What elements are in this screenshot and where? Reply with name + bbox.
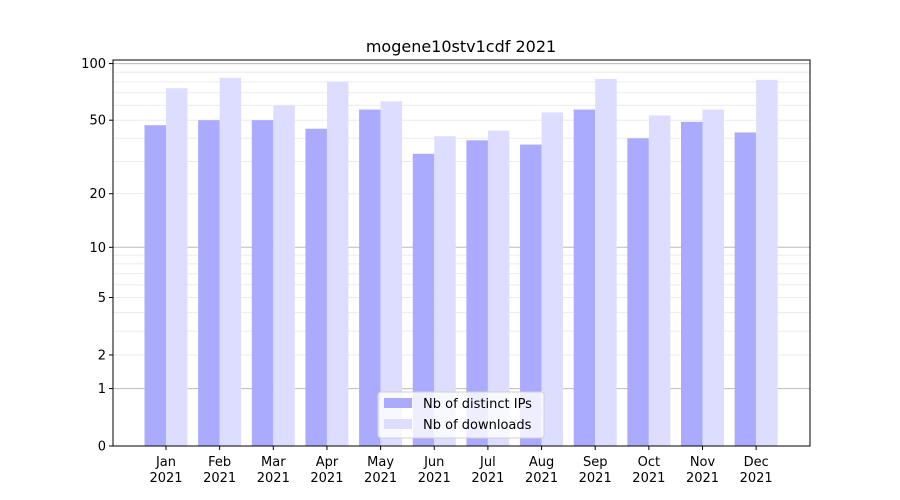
x-tick-label-line: 2021 (310, 471, 343, 486)
x-tick-label-line: Sep (583, 455, 608, 470)
x-tick-label: Sep 2021 (579, 455, 612, 486)
x-tick-label-line: 2021 (740, 471, 773, 486)
x-tick-label: Feb 2021 (203, 455, 236, 486)
y-tick-label: 50 (89, 114, 106, 129)
bar-distinct-ips (144, 125, 166, 446)
bar-distinct-ips (627, 138, 649, 447)
x-tick-label-line: 2021 (203, 471, 236, 486)
x-tick-label-line: 2021 (257, 471, 290, 486)
bar-downloads (273, 105, 295, 446)
bar-downloads (219, 77, 242, 446)
x-tick-label: Dec 2021 (740, 455, 773, 486)
bar-distinct-ips (359, 109, 381, 447)
bar-downloads (434, 136, 456, 446)
y-tick-label: 100 (81, 57, 106, 72)
bar-downloads (595, 78, 617, 447)
x-tick-label: Jan 2021 (149, 455, 182, 486)
bar-distinct-ips (681, 121, 703, 447)
x-tick-label-line: 2021 (364, 471, 397, 486)
bar-downloads (541, 112, 564, 446)
bar-distinct-ips (251, 120, 274, 446)
x-tick-label-line: 2021 (686, 471, 719, 486)
bar-downloads (756, 79, 778, 446)
bar-downloads (487, 130, 510, 446)
bar-distinct-ips (198, 120, 220, 446)
legend-label: Nb of distinct IPs (423, 397, 532, 412)
y-tick-label: 2 (98, 348, 106, 363)
y-tick-label: 20 (89, 187, 106, 202)
x-tick-label: Aug 2021 (525, 455, 558, 486)
legend-swatch (384, 398, 412, 408)
x-tick-label: Jun 2021 (418, 455, 451, 486)
x-tick-label: Jul 2021 (471, 455, 504, 486)
bar-distinct-ips (305, 128, 327, 447)
x-tick-label-line: Nov (690, 455, 716, 470)
legend-box (377, 391, 545, 439)
x-tick-label-line: Mar (261, 455, 286, 470)
x-tick-label: Oct 2021 (632, 455, 665, 486)
bars (144, 77, 778, 447)
bar-downloads (648, 115, 671, 446)
x-tick-label: Apr 2021 (310, 455, 343, 486)
chart-title: mogene10stv1cdf 2021 (366, 37, 556, 56)
x-tick-label-line: 2021 (525, 471, 558, 486)
x-tick-label-line: Jan (155, 455, 176, 470)
y-tick-label: 5 (98, 291, 106, 306)
bar-downloads (702, 109, 724, 447)
bar-downloads (326, 81, 349, 447)
x-tick-label-line: Aug (529, 455, 554, 470)
bar-distinct-ips (412, 153, 435, 446)
x-tick-label: Nov 2021 (686, 455, 719, 486)
x-tick-label-line: 2021 (418, 471, 451, 486)
x-tick-label-line: Apr (316, 455, 339, 470)
x-tick-label: May 2021 (364, 455, 397, 486)
x-tick-label-line: Oct (638, 455, 660, 470)
x-tick-label-line: Jul (479, 455, 496, 470)
x-tick-label-line: Feb (208, 455, 231, 470)
x-tick-label-line: May (367, 455, 394, 470)
y-tick-label: 0 (98, 440, 106, 455)
x-tick-label-line: Jun (423, 455, 444, 470)
legend: Nb of distinct IPs Nb of downloads (377, 391, 545, 439)
x-tick-label-line: 2021 (149, 471, 182, 486)
x-tick-label-line: 2021 (632, 471, 665, 486)
x-tick-label-line: 2021 (579, 471, 612, 486)
legend-swatch (384, 419, 412, 429)
x-tick-label-line: Dec (744, 455, 769, 470)
bar-downloads (380, 101, 403, 446)
plot-frame (112, 59, 811, 447)
bar-distinct-ips (466, 140, 488, 446)
bar-distinct-ips (520, 144, 542, 447)
legend-label: Nb of downloads (423, 418, 532, 433)
y-tick-label: 10 (89, 241, 106, 256)
bar-distinct-ips (734, 132, 757, 446)
x-tick-label-line: 2021 (471, 471, 504, 486)
x-tick-label: Mar 2021 (257, 455, 290, 486)
y-tick-label: 1 (98, 382, 106, 397)
bar-distinct-ips (573, 109, 596, 447)
bar-downloads (166, 88, 188, 446)
